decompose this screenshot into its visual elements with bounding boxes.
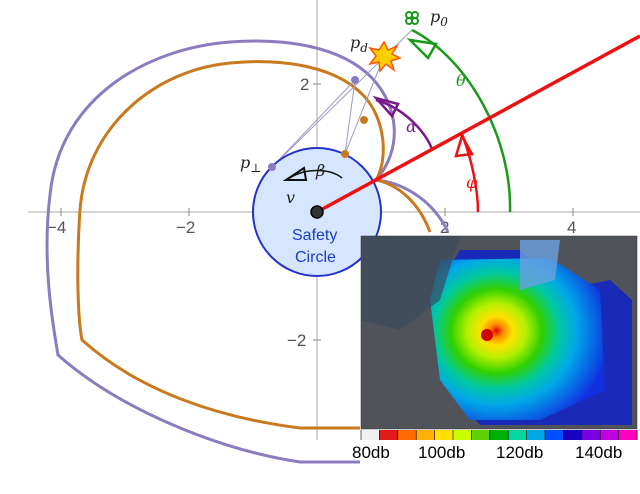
phi-arrowhead bbox=[454, 132, 474, 158]
x-tick-4: 4 bbox=[567, 218, 576, 237]
colorbar-label-120db: 120db bbox=[496, 443, 543, 462]
alpha-arc bbox=[375, 98, 434, 151]
colorbar-label-80db: 80db bbox=[352, 443, 390, 462]
colorbar-swatch bbox=[545, 430, 564, 440]
point-purple-curve bbox=[351, 76, 359, 84]
beta-arrowhead bbox=[282, 166, 308, 181]
explosion-icon bbox=[368, 40, 402, 73]
colorbar-swatch bbox=[453, 430, 472, 440]
label-theta: θ bbox=[456, 71, 466, 90]
clover-icon bbox=[405, 11, 419, 25]
label-p-perp: p⊥ bbox=[240, 153, 262, 175]
label-phi: φ bbox=[466, 173, 478, 192]
colorbar-swatch bbox=[361, 430, 380, 440]
colorbar-swatch bbox=[618, 430, 638, 440]
safety-circle-label-line1: Safety bbox=[292, 227, 337, 244]
axes: −4 −2 2 4 2 −2 bbox=[28, 0, 640, 440]
red-ray bbox=[316, 34, 640, 214]
colorbar-label-140db: 140db bbox=[575, 443, 622, 462]
inner-orange-lobe bbox=[375, 178, 432, 233]
label-pd: pd bbox=[350, 33, 368, 55]
colorbar-swatch bbox=[379, 430, 399, 440]
outer-purple-curve bbox=[45, 39, 396, 464]
x-tick-neg2: −2 bbox=[176, 218, 195, 237]
y-tick-2: 2 bbox=[300, 75, 309, 94]
outer-purple-lobe bbox=[375, 178, 450, 233]
x-tick-neg4: −4 bbox=[47, 218, 66, 237]
label-p0: p0 bbox=[430, 7, 448, 29]
radar-map-image bbox=[360, 235, 638, 430]
alpha-arrowhead bbox=[372, 95, 400, 119]
safety-circle-label-line2: Circle bbox=[295, 249, 336, 266]
colorbar-label-100db: 100db bbox=[418, 443, 465, 462]
label-v: v bbox=[286, 188, 295, 207]
colorbar-swatch bbox=[581, 430, 601, 440]
colorbar bbox=[360, 430, 638, 440]
point-orange-lower bbox=[341, 150, 349, 158]
colorbar-swatch bbox=[397, 430, 417, 440]
colorbar-swatch bbox=[434, 430, 454, 440]
robot-marker bbox=[310, 205, 324, 219]
point-orange-upper bbox=[360, 116, 368, 124]
colorbar-swatch bbox=[600, 430, 620, 440]
point-p-perp bbox=[268, 163, 276, 171]
y-tick-neg2: −2 bbox=[287, 331, 306, 350]
inner-orange-curve bbox=[76, 60, 385, 430]
colorbar-swatch bbox=[489, 430, 509, 440]
label-alpha: α bbox=[406, 117, 417, 136]
theta-arrowhead bbox=[406, 38, 438, 61]
colorbar-swatch bbox=[563, 430, 583, 440]
colorbar-swatch bbox=[526, 430, 546, 440]
label-beta: β bbox=[315, 161, 325, 180]
colorbar-swatch bbox=[508, 430, 528, 440]
colorbar-swatch bbox=[471, 430, 491, 440]
colorbar-swatch bbox=[416, 430, 436, 440]
